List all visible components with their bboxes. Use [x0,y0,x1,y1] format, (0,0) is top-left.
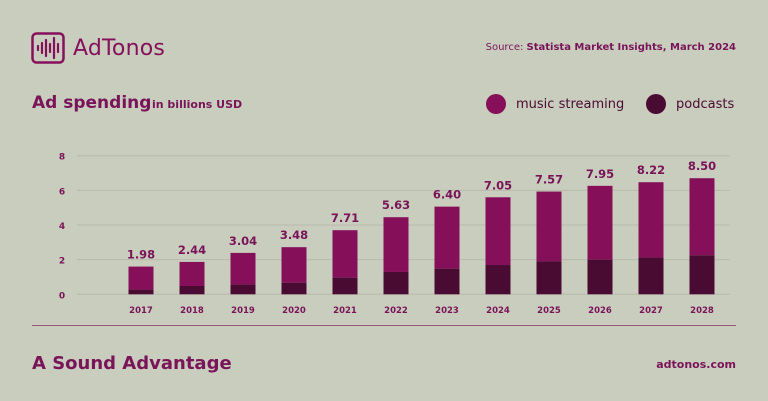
bar-podcasts [383,271,409,295]
y-tick-label: 4 [59,222,65,232]
data-label: 7.05 [484,178,512,192]
data-label: 3.48 [280,228,308,242]
x-tick-label: 2017 [129,306,153,316]
chart-subtitle: in billions USD [152,98,243,111]
tagline: A Sound Advantage [32,353,232,374]
x-tick-label: 2025 [537,306,561,316]
bar-podcasts [179,285,205,295]
x-tick-label: 2024 [486,306,510,316]
brand-logo: AdTonos [31,32,165,64]
bar-music-streaming [281,247,307,283]
bar-podcasts [281,282,307,295]
bar-music-streaming [128,266,154,290]
bar-podcasts [587,259,613,295]
data-label: 7.95 [586,167,614,181]
data-label: 8.22 [637,163,665,177]
bar-music-streaming [383,217,409,272]
x-tick-label: 2026 [588,306,612,316]
data-label: 1.98 [127,248,155,262]
source-prefix: Source: [485,42,524,53]
divider [32,325,736,326]
bar-music-streaming [230,252,256,285]
bar-music-streaming [536,191,562,262]
waveform-logo-icon [31,32,65,64]
chart-title: Ad spending [32,93,152,113]
bar-podcasts [485,265,511,295]
y-tick-label: 8 [59,153,65,163]
bar-music-streaming [332,230,358,278]
bar-music-streaming [689,178,715,256]
x-tick-label: 2018 [180,306,204,316]
bar-podcasts [689,255,715,295]
bar-podcasts [128,289,154,295]
y-tick-label: 2 [59,257,65,267]
bar-podcasts [434,268,460,295]
x-tick-label: 2028 [690,306,714,316]
bar-podcasts [638,257,664,295]
y-tick-label: 6 [59,187,65,197]
legend-label: podcasts [676,96,735,112]
bar-music-streaming [638,182,664,258]
data-label: 7.57 [535,173,563,187]
brand-name: AdTonos [73,35,166,61]
source-text: Statista Market Insights, March 2024 [526,42,736,53]
legend-swatch-podcasts [646,94,666,114]
x-tick-label: 2020 [282,306,306,316]
legend-label: music streaming [516,96,625,112]
y-tick-label: 0 [59,291,65,301]
bar-music-streaming [485,197,511,266]
data-label: 8.50 [688,159,716,173]
bar-music-streaming [179,261,205,286]
bar-music-streaming [587,185,613,260]
data-label: 2.44 [178,243,206,257]
legend-music-streaming: music streaming [486,94,624,114]
source-note: Source: Statista Market Insights, March … [486,42,736,53]
x-tick-label: 2027 [639,306,663,316]
legend-swatch-music [486,94,506,114]
x-tick-label: 2021 [333,306,357,316]
legend-podcasts: podcasts [646,94,734,114]
bar-podcasts [332,277,358,295]
x-tick-label: 2022 [384,306,408,316]
bar-podcasts [536,261,562,295]
x-tick-label: 2019 [231,306,255,316]
data-label: 6.40 [433,188,461,202]
bar-podcasts [230,284,256,295]
data-label: 3.04 [229,234,257,248]
data-label: 7.71 [331,211,359,225]
data-label: 5.63 [382,198,410,212]
website-link[interactable]: adtonos.com [656,358,736,371]
x-tick-label: 2023 [435,306,459,316]
bar-music-streaming [434,206,460,269]
